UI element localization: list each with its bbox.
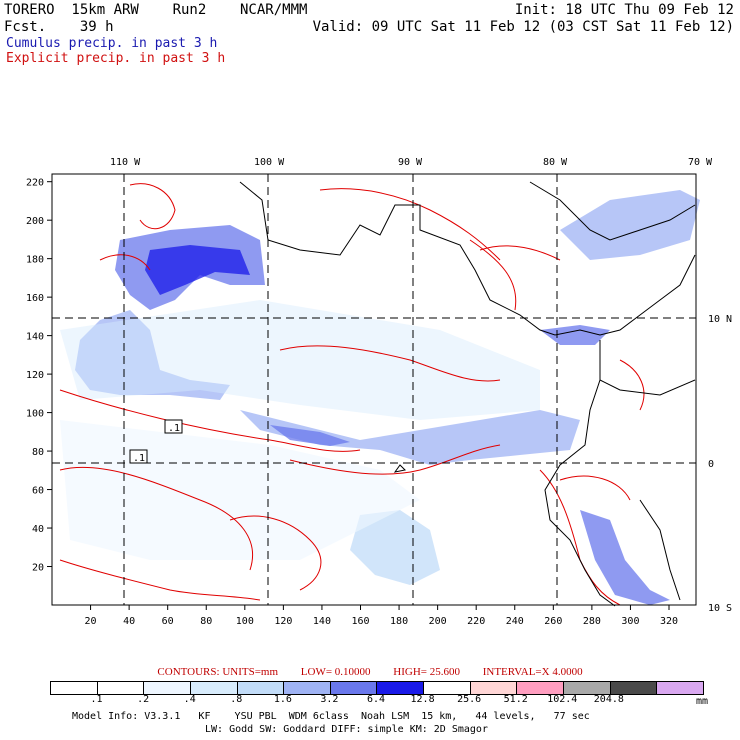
shade-caribbean: [560, 190, 700, 260]
lon-label-100w: 100 W: [254, 157, 285, 168]
y-tick-label: 180: [26, 255, 44, 266]
y-tick-label: 20: [32, 563, 44, 574]
color-bar-label: 12.8: [410, 694, 435, 705]
init-time: Init: 18 UTC Thu 09 Feb 12: [514, 2, 734, 18]
contour-low: LOW= 0.10000: [300, 666, 371, 678]
box-label-2: .1: [133, 453, 145, 464]
latlon-grid: [52, 174, 696, 605]
x-tick-label: 240: [506, 616, 524, 627]
color-bar-swatch: [97, 682, 145, 694]
shade-west-arc: [75, 310, 230, 400]
color-bar-swatch: [517, 682, 565, 694]
x-tick-label: 320: [660, 616, 678, 627]
contour-units: CONTOURS: UNITS=mm: [157, 666, 279, 678]
shade-light-south: [60, 420, 420, 560]
x-tick-label: 160: [351, 616, 369, 627]
color-bar-swatch: [564, 682, 611, 694]
color-bar-label: .2: [137, 694, 150, 705]
lon-label-80w: 80 W: [543, 157, 568, 168]
y-tick-label: 140: [26, 332, 44, 343]
contour-label-boxes: .1 .1: [129, 419, 183, 464]
y-axis: 220 200 180 160 140 120 100 80 60 40 20: [26, 178, 52, 574]
x-tick-label: 80: [200, 616, 212, 627]
precip-shading: [60, 190, 700, 605]
color-bar-swatch: [237, 682, 285, 694]
x-tick-label: 20: [85, 616, 97, 627]
y-tick-label: 200: [26, 216, 44, 227]
lon-label-90w: 90 W: [398, 157, 423, 168]
shade-peru: [580, 510, 670, 605]
model-info-line: Model Info: V3.3.1 KF YSU PBL WDM 6class…: [72, 711, 590, 722]
color-bar-label: .4: [183, 694, 196, 705]
y-tick-label: 40: [32, 524, 44, 535]
y-tick-label: 100: [26, 409, 44, 420]
y-tick-label: 120: [26, 370, 44, 381]
lat-label-10n: 10 N: [708, 314, 732, 325]
map-frame: [51, 173, 697, 606]
x-tick-label: 100: [236, 616, 254, 627]
lon-label-110w: 110 W: [110, 157, 141, 168]
color-bar-swatch: [144, 682, 191, 694]
color-bar-labels: .1 .2 .4 .8 1.6 3.2 6.4 12.8 25.6 51.2 102.4 204.8: [50, 694, 702, 706]
color-bar-label: 102.4: [547, 694, 578, 705]
contour-info: CONTOURS: UNITS=mm LOW= 0.10000 HIGH= 25…: [0, 666, 740, 678]
y-tick-label: 80: [32, 447, 44, 458]
shade-itcz: [240, 410, 580, 465]
shade-itcz-core: [270, 425, 350, 446]
color-bar-label: 3.2: [320, 694, 339, 705]
color-bar-unit: mm: [696, 696, 709, 707]
lon-label-70w: 70 W: [688, 157, 713, 168]
color-bar-swatch: [377, 682, 425, 694]
x-tick-label: 260: [544, 616, 562, 627]
color-bar-swatch: [330, 682, 378, 694]
color-bar-swatch: [424, 682, 471, 694]
color-bar-swatch: [284, 682, 331, 694]
contour-interval: INTERVAL=X 4.0000: [482, 666, 583, 678]
x-tick-label: 200: [429, 616, 447, 627]
model-title: TORERO 15km ARW Run2 NCAR/MMM: [4, 2, 308, 18]
cumulus-precip-label: Cumulus precip. in past 3 h: [6, 36, 218, 51]
lat-label-10s: 10 S: [708, 603, 732, 614]
shade-mexico-core: [145, 245, 250, 295]
shade-light-band: [60, 300, 540, 420]
color-bar-label: 25.6: [457, 694, 482, 705]
shade-south: [350, 510, 440, 585]
color-bar-swatch: [470, 682, 518, 694]
x-tick-label: 140: [313, 616, 331, 627]
x-axis: 20 40 60 80 100 120 140 160 180 200 220 240 260 280 30…: [85, 605, 678, 627]
color-bar-label: 204.8: [593, 694, 624, 705]
contour-high: HIGH= 25.600: [393, 666, 460, 678]
x-tick-label: 40: [123, 616, 135, 627]
x-tick-label: 60: [162, 616, 174, 627]
color-bar-label: 6.4: [366, 694, 386, 705]
y-tick-label: 220: [26, 178, 44, 189]
color-bar-label: .8: [230, 694, 243, 705]
x-tick-label: 280: [583, 616, 601, 627]
color-bar-label: 51.2: [503, 694, 528, 705]
explicit-contours: [59, 183, 645, 606]
x-tick-label: 180: [390, 616, 408, 627]
color-bar-swatch: [657, 682, 703, 694]
color-bar-swatch: [610, 682, 658, 694]
coastlines: [239, 181, 696, 607]
explicit-precip-label: Explicit precip. in past 3 h: [6, 51, 226, 66]
color-bar: [50, 681, 704, 695]
color-bar-swatch: [51, 682, 98, 694]
x-tick-label: 120: [274, 616, 292, 627]
x-tick-label: 300: [621, 616, 639, 627]
y-tick-label: 60: [32, 486, 44, 497]
box-label-1: .1: [168, 423, 180, 434]
forecast-hour: Fcst. 39 h: [4, 19, 114, 35]
y-tick-label: 160: [26, 293, 44, 304]
color-bar-label: .1: [90, 694, 103, 705]
lat-label-0: 0: [708, 459, 714, 470]
x-tick-label: 220: [467, 616, 485, 627]
physics-info-line: LW: Godd SW: Goddard DIFF: simple KM: 2D…: [205, 724, 488, 735]
color-bar-swatch: [190, 682, 238, 694]
valid-time: Valid: 09 UTC Sat 11 Feb 12 (03 CST Sat …: [312, 19, 734, 35]
color-bar-label: 1.6: [273, 694, 292, 705]
